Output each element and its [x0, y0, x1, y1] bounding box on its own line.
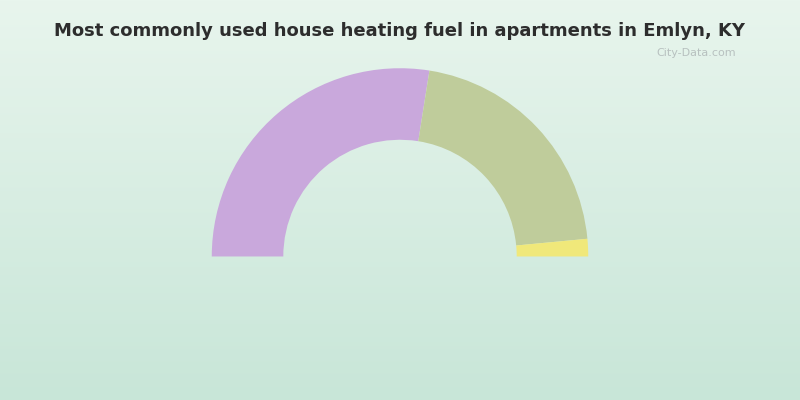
- Text: Most commonly used house heating fuel in apartments in Emlyn, KY: Most commonly used house heating fuel in…: [54, 22, 746, 40]
- Text: City-Data.com: City-Data.com: [656, 48, 736, 58]
- Wedge shape: [516, 239, 588, 256]
- Wedge shape: [418, 70, 587, 246]
- Wedge shape: [212, 68, 430, 256]
